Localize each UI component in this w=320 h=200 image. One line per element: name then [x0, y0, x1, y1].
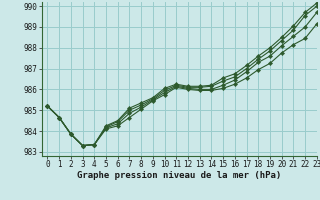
X-axis label: Graphe pression niveau de la mer (hPa): Graphe pression niveau de la mer (hPa): [77, 171, 281, 180]
